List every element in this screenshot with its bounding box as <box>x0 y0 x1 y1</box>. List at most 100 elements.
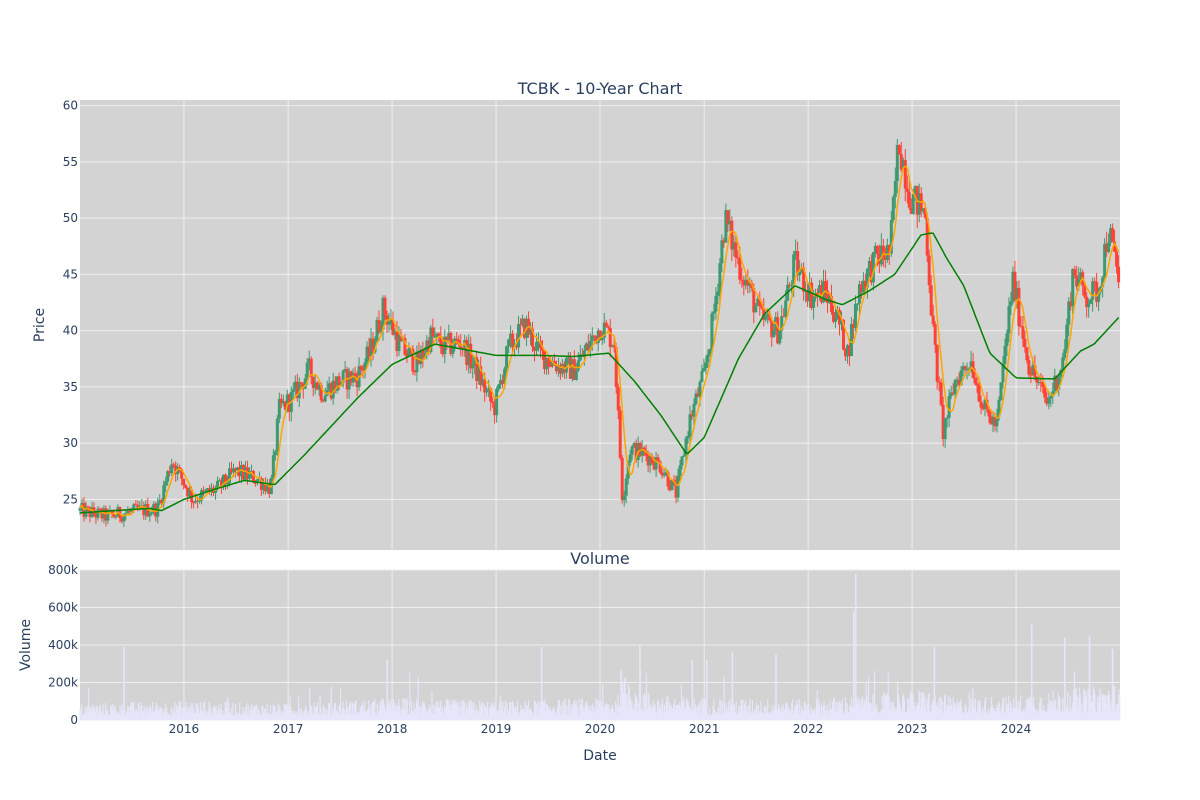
volume-bar <box>272 704 274 720</box>
candle <box>493 396 497 424</box>
volume-bar <box>197 703 199 720</box>
candle <box>353 366 357 383</box>
volume-bar <box>1091 701 1093 720</box>
volume-bar <box>920 707 922 720</box>
volume-bar <box>248 716 250 720</box>
candle <box>778 329 782 345</box>
candle <box>1103 238 1107 283</box>
candle <box>943 417 947 448</box>
volume-bar <box>274 706 276 720</box>
volume-bar <box>296 715 298 720</box>
volume-bar <box>615 701 617 720</box>
volume-bars <box>79 573 1121 720</box>
candle <box>283 400 287 412</box>
volume-bar <box>452 702 454 720</box>
volume-bar <box>728 712 730 720</box>
volume-bar <box>845 709 847 720</box>
volume-bar <box>381 701 384 720</box>
volume-bar <box>341 708 343 720</box>
volume-bar <box>1062 712 1064 720</box>
volume-bar <box>310 705 312 720</box>
candle <box>277 392 281 424</box>
volume-bar <box>730 705 732 720</box>
volume-bar <box>339 704 341 720</box>
volume-bar <box>659 706 661 720</box>
volume-bar <box>438 707 440 720</box>
volume-bar <box>514 708 516 720</box>
volume-bar <box>791 703 793 720</box>
volume-bar <box>155 702 157 720</box>
candle <box>495 386 499 423</box>
volume-bar <box>288 706 290 720</box>
volume-bar <box>252 708 255 720</box>
volume-bar <box>1014 708 1016 720</box>
volume-bar <box>99 706 102 720</box>
volume-bar <box>290 707 292 720</box>
volume-bar <box>304 705 307 720</box>
candle <box>311 376 315 397</box>
candle <box>241 464 245 482</box>
volume-bar <box>965 705 967 720</box>
volume-bar <box>82 714 85 720</box>
candle <box>556 357 560 377</box>
volume-bar <box>474 713 477 720</box>
candle <box>347 367 351 400</box>
volume-bar <box>1002 696 1005 720</box>
volume-bar <box>469 706 472 720</box>
volume-bar <box>118 714 120 720</box>
candle <box>618 405 622 461</box>
volume-bar <box>891 708 893 720</box>
volume-bar <box>335 710 337 720</box>
candle <box>134 500 138 506</box>
candle <box>742 275 746 296</box>
volume-bar <box>959 702 961 720</box>
candle <box>837 306 841 336</box>
volume-bar <box>1100 694 1102 720</box>
volume-bar <box>508 712 510 720</box>
volume-bar <box>804 703 806 720</box>
candle <box>688 405 692 445</box>
volume-bar <box>187 705 189 720</box>
candle <box>204 488 208 492</box>
volume-bar <box>351 702 354 720</box>
volume-bar <box>609 712 611 720</box>
candle <box>546 356 550 375</box>
candle <box>481 372 485 388</box>
candle <box>650 453 654 465</box>
volume-bar <box>478 714 480 720</box>
volume-bar <box>908 708 911 720</box>
volume-bar <box>240 715 242 720</box>
volume-bar <box>322 713 324 720</box>
volume-bar <box>923 693 925 720</box>
volume-bar <box>213 705 215 720</box>
volume-bar <box>926 712 928 720</box>
volume-bar <box>828 709 830 720</box>
volume-bar <box>1061 699 1064 720</box>
volume-bar <box>683 700 685 720</box>
volume-bar <box>422 703 425 720</box>
volume-bar <box>316 706 318 720</box>
volume-bar <box>129 705 132 720</box>
volume-bar <box>105 709 108 720</box>
volume-bar <box>91 712 93 720</box>
volume-bar <box>833 698 835 720</box>
volume-bar <box>258 711 261 720</box>
volume-bar <box>790 710 792 720</box>
candle <box>1027 355 1031 378</box>
volume-bar <box>468 701 470 720</box>
volume-bar <box>449 701 451 720</box>
volume-bar <box>418 706 420 720</box>
volume-bar <box>1045 712 1047 720</box>
volume-bar <box>403 709 405 720</box>
volume-bar <box>944 694 947 720</box>
volume-bar <box>686 700 689 720</box>
volume-bar <box>456 702 458 720</box>
volume-bar <box>515 706 517 720</box>
volume-bar <box>649 706 651 720</box>
volume-bar <box>968 692 970 720</box>
volume-bar <box>533 715 535 720</box>
candle <box>200 487 204 505</box>
volume-bar <box>463 702 466 720</box>
price-y-axis-title: Price <box>32 308 48 342</box>
